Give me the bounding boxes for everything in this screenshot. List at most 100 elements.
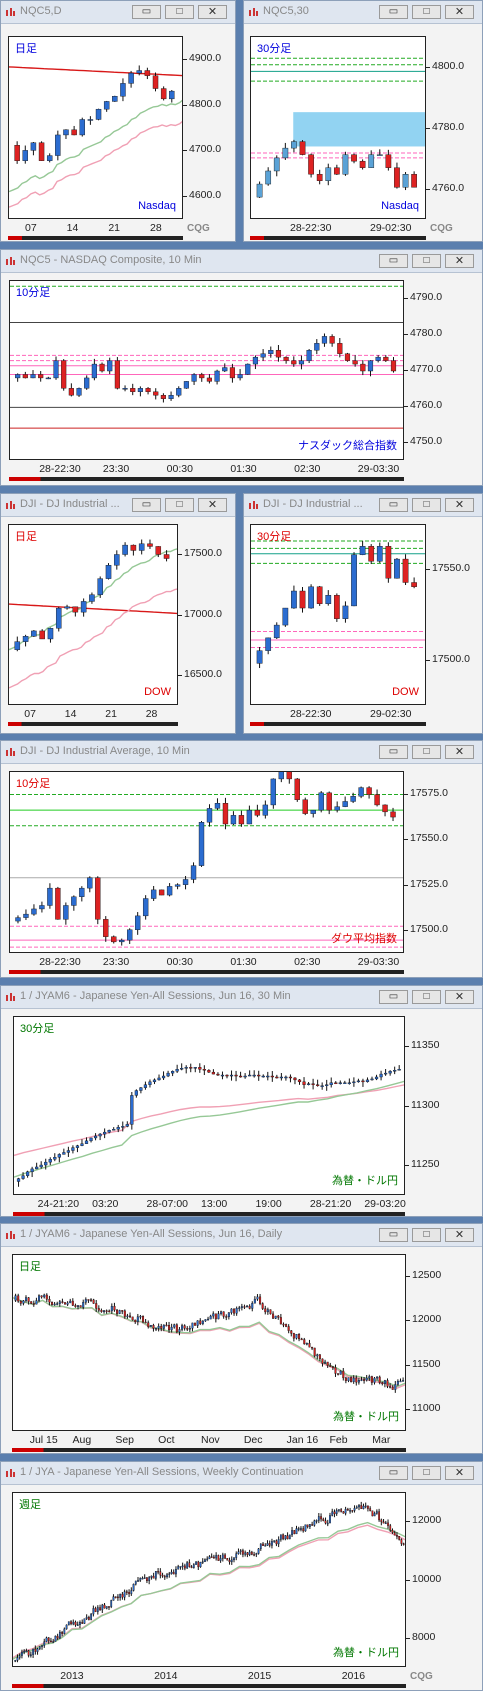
window-title: DJI - DJ Industrial ... bbox=[263, 498, 363, 510]
chart-window-jya-weekly[interactable]: 1 / JYA - Japanese Yen-All Sessions, Wee… bbox=[0, 1461, 483, 1691]
minimize-button[interactable]: ▭ bbox=[132, 498, 161, 512]
chart-plot-area[interactable]: 30分足 DOW bbox=[250, 524, 426, 705]
close-button[interactable]: ✕ bbox=[445, 5, 474, 19]
chart-plot-area[interactable]: 10分足 ダウ平均指数 bbox=[9, 771, 404, 953]
candle bbox=[238, 810, 245, 827]
session-bar bbox=[8, 722, 178, 726]
title-bar[interactable]: DJI - DJ Industrial ... ▭ □ ✕ bbox=[244, 494, 482, 517]
maximize-button[interactable]: □ bbox=[412, 5, 441, 19]
candle bbox=[161, 1071, 166, 1080]
close-button[interactable]: ✕ bbox=[445, 990, 474, 1004]
chart-window-dji-10min[interactable]: DJI - DJ Industrial Average, 10 Min ▭ □ … bbox=[0, 740, 483, 978]
title-bar[interactable]: NQC5,D ▭ □ ✕ bbox=[1, 1, 235, 24]
symbol-label: ナスダック総合指数 bbox=[298, 440, 397, 452]
chart-plot-area[interactable]: 週足 為替・ドル円 bbox=[12, 1492, 406, 1667]
chart-window-jyam6-30min[interactable]: 1 / JYAM6 - Japanese Yen-All Sessions, J… bbox=[0, 985, 483, 1217]
close-button[interactable]: ✕ bbox=[445, 1466, 474, 1480]
x-axis-tick: 19:00 bbox=[255, 1198, 282, 1210]
window-title: NQC5,30 bbox=[263, 5, 309, 17]
close-button[interactable]: ✕ bbox=[445, 498, 474, 512]
minimize-icon: ▭ bbox=[388, 991, 399, 1002]
maximize-button[interactable]: □ bbox=[412, 254, 441, 268]
title-bar[interactable]: NQC5,30 ▭ □ ✕ bbox=[244, 1, 482, 24]
minimize-button[interactable]: ▭ bbox=[379, 1466, 408, 1480]
chart-window-dji-30min[interactable]: DJI - DJ Industrial ... ▭ □ ✕ 30分足 DOW 175… bbox=[243, 493, 483, 734]
chart-window-jyam6-daily[interactable]: 1 / JYAM6 - Japanese Yen-All Sessions, J… bbox=[0, 1223, 483, 1454]
candle bbox=[129, 1312, 132, 1319]
maximize-button[interactable]: □ bbox=[412, 1228, 441, 1242]
candle bbox=[154, 1571, 157, 1581]
minimize-button[interactable]: ▭ bbox=[379, 745, 408, 759]
close-button[interactable]: ✕ bbox=[198, 498, 227, 512]
close-button[interactable]: ✕ bbox=[198, 5, 227, 19]
minimize-button[interactable]: ▭ bbox=[132, 5, 161, 19]
candle bbox=[121, 1121, 125, 1132]
candle bbox=[248, 1070, 252, 1077]
title-bar[interactable]: DJI - DJ Industrial ... ▭ □ ✕ bbox=[1, 494, 235, 517]
candle bbox=[175, 1323, 178, 1334]
candle bbox=[335, 1508, 338, 1516]
candle bbox=[342, 796, 348, 808]
title-bar[interactable]: 1 / JYAM6 - Japanese Yen-All Sessions, J… bbox=[1, 1224, 482, 1247]
candle bbox=[92, 1605, 95, 1617]
close-button[interactable]: ✕ bbox=[445, 254, 474, 268]
candle bbox=[273, 1540, 276, 1543]
maximize-button[interactable]: □ bbox=[412, 1466, 441, 1480]
minimize-button[interactable]: ▭ bbox=[379, 498, 408, 512]
candlestick-chart bbox=[9, 539, 177, 689]
minimize-button[interactable]: ▭ bbox=[379, 254, 408, 268]
title-bar[interactable]: NQC5 - NASDAQ Composite, 10 Min ▭ □ ✕ bbox=[1, 250, 482, 273]
candle bbox=[105, 1309, 108, 1314]
candle bbox=[217, 1554, 220, 1561]
candle bbox=[220, 1071, 225, 1080]
title-bar[interactable]: 1 / JYA - Japanese Yen-All Sessions, Wee… bbox=[1, 1462, 482, 1485]
chart-window-nqc5-10min[interactable]: NQC5 - NASDAQ Composite, 10 Min ▭ □ ✕ 10… bbox=[0, 249, 483, 486]
maximize-button[interactable]: □ bbox=[412, 498, 441, 512]
title-bar[interactable]: DJI - DJ Industrial Average, 10 Min ▭ □ … bbox=[1, 741, 482, 764]
candle bbox=[39, 901, 45, 913]
cqg-logo: CQG bbox=[430, 223, 453, 234]
candle bbox=[369, 1506, 372, 1512]
symbol-label: 為替・ドル円 bbox=[333, 1647, 399, 1659]
chart-plot-area[interactable]: 30分足 Nasdaq bbox=[250, 36, 426, 219]
candle bbox=[75, 1144, 80, 1153]
minimize-button[interactable]: ▭ bbox=[379, 990, 408, 1004]
candle bbox=[229, 363, 236, 383]
chart-plot-area[interactable]: 10分足 ナスダック総合指数 bbox=[9, 280, 404, 460]
close-button[interactable]: ✕ bbox=[445, 1228, 474, 1242]
chart-plot-area[interactable]: 日足 DOW bbox=[8, 524, 178, 705]
chart-window-nqc5-30min[interactable]: NQC5,30 ▭ □ ✕ 30分足 Nasdaq 4800.0 4780.0 4760… bbox=[243, 0, 483, 242]
chart-plot-area[interactable]: 30分足 為替・ドル円 bbox=[13, 1016, 405, 1195]
chart-plot-area[interactable]: 日足 為替・ドル円 bbox=[12, 1254, 406, 1431]
chart-window-nqc5-daily[interactable]: NQC5,D ▭ □ ✕ 日足 Nasdaq 4900.0 4800.0 4700.0 4… bbox=[0, 0, 236, 242]
candle bbox=[221, 1552, 224, 1562]
candle bbox=[375, 355, 381, 363]
title-bar[interactable]: 1 / JYAM6 - Japanese Yen-All Sessions, J… bbox=[1, 986, 482, 1009]
candle bbox=[309, 1524, 311, 1529]
candle bbox=[100, 1308, 103, 1313]
candle bbox=[360, 360, 366, 376]
candle bbox=[256, 1294, 259, 1301]
window-title: 1 / JYA - Japanese Yen-All Sessions, Wee… bbox=[20, 1466, 304, 1478]
chart-window-dji-daily[interactable]: DJI - DJ Industrial ... ▭ □ ✕ 日足 DOW 17500… bbox=[0, 493, 236, 734]
chart-plot-area[interactable]: 日足 Nasdaq bbox=[8, 36, 183, 219]
minimize-button[interactable]: ▭ bbox=[379, 1228, 408, 1242]
maximize-icon: □ bbox=[423, 255, 430, 266]
y-tick-mark bbox=[406, 1521, 410, 1523]
minimize-button[interactable]: ▭ bbox=[379, 5, 408, 19]
candle bbox=[302, 1077, 306, 1089]
candle bbox=[38, 371, 44, 382]
maximize-button[interactable]: □ bbox=[165, 5, 194, 19]
maximize-button[interactable]: □ bbox=[165, 498, 194, 512]
highlight-zone bbox=[293, 112, 425, 147]
maximize-button[interactable]: □ bbox=[412, 745, 441, 759]
maximize-button[interactable]: □ bbox=[412, 990, 441, 1004]
x-axis-tick: 02:30 bbox=[294, 463, 321, 475]
candle bbox=[35, 1297, 38, 1305]
candle bbox=[71, 1298, 74, 1307]
candle bbox=[190, 862, 197, 884]
close-button[interactable]: ✕ bbox=[445, 745, 474, 759]
candle bbox=[170, 1323, 173, 1333]
y-axis-tick: 11000 bbox=[412, 1401, 441, 1414]
candle bbox=[62, 1148, 66, 1155]
